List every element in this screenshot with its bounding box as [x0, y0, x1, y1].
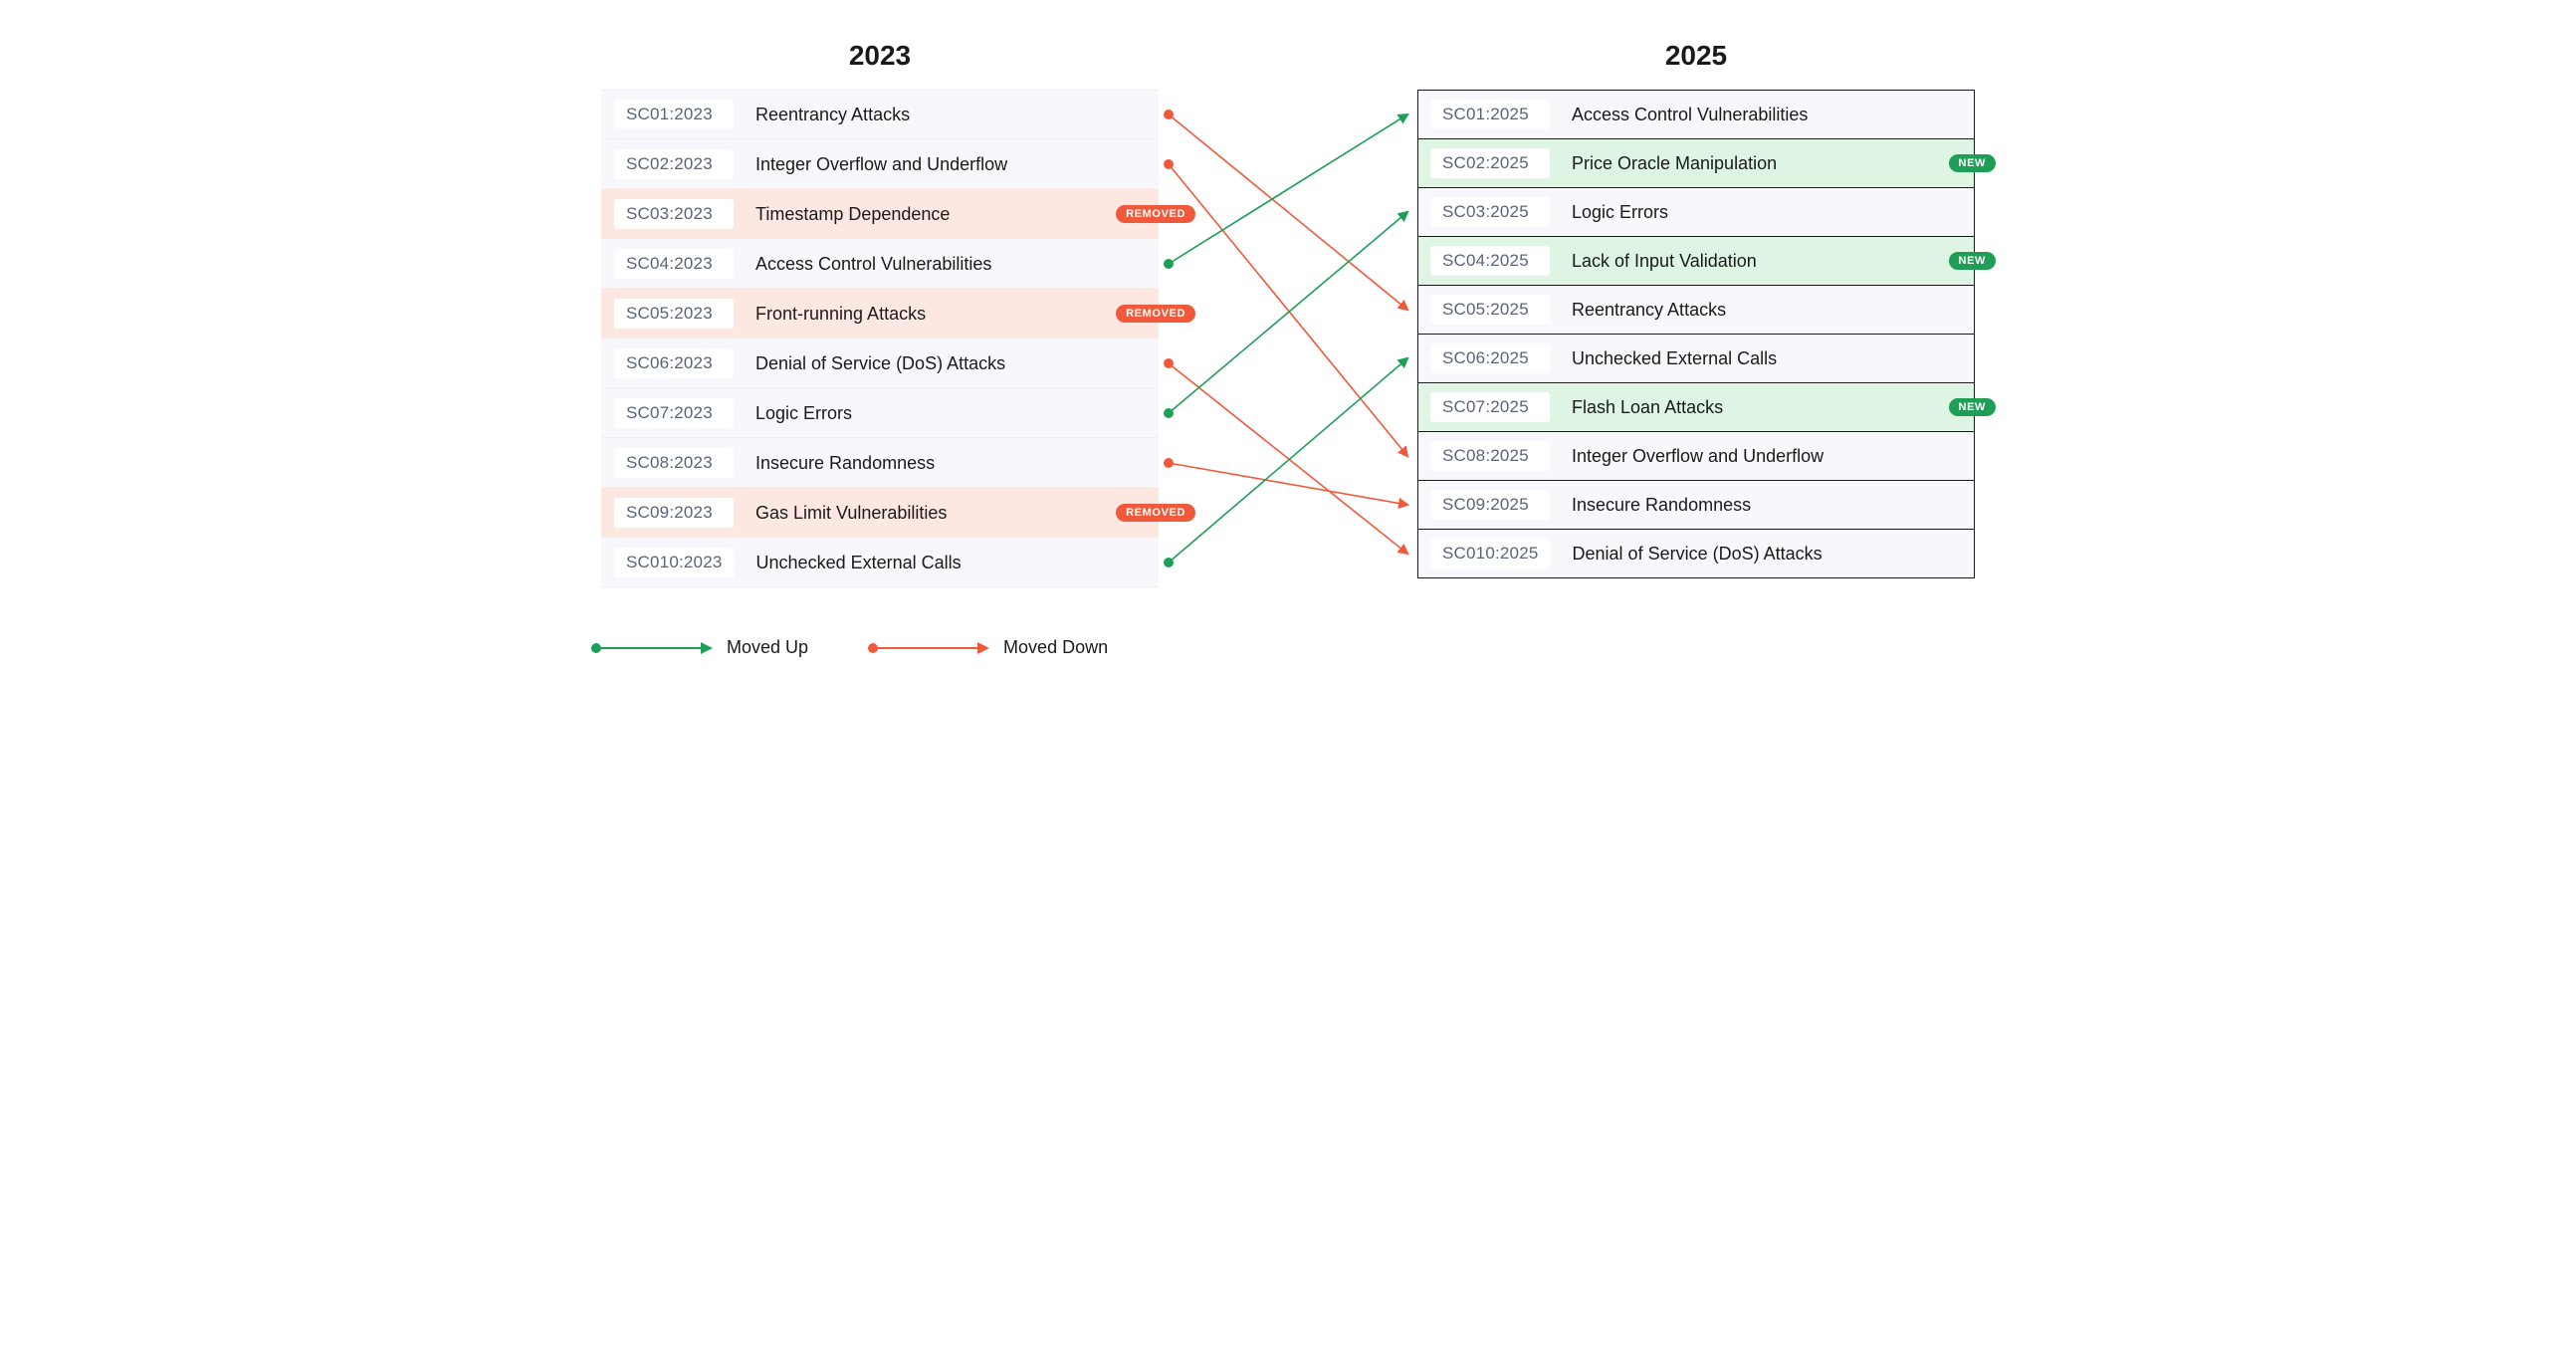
code-chip: SC010:2023 — [614, 548, 735, 577]
code-chip: SC01:2025 — [1430, 100, 1550, 129]
code-chip: SC07:2023 — [614, 398, 734, 428]
code-chip: SC04:2025 — [1430, 246, 1550, 276]
row-label: Insecure Randomness — [1572, 495, 1962, 516]
code-chip: SC07:2025 — [1430, 392, 1550, 422]
removed-badge: REMOVED — [1116, 504, 1195, 522]
legend-up-line — [591, 647, 711, 649]
code-chip: SC01:2023 — [614, 100, 734, 129]
left-row: SC03:2023Timestamp DependenceREMOVED — [601, 189, 1159, 239]
row-label: Timestamp Dependence — [755, 204, 1146, 225]
row-label: Reentrancy Attacks — [755, 105, 1146, 125]
code-chip: SC04:2023 — [614, 249, 734, 279]
row-label: Flash Loan Attacks — [1572, 397, 1962, 418]
left-row: SC08:2023 Insecure Randomness — [601, 438, 1159, 488]
left-row: SC02:2023 Integer Overflow and Underflow — [601, 139, 1159, 189]
row-label: Access Control Vulnerabilities — [1572, 105, 1962, 125]
row-label: Price Oracle Manipulation — [1572, 153, 1962, 174]
right-year-title: 2025 — [1417, 40, 1975, 72]
new-badge: NEW — [1949, 154, 1996, 172]
row-label: Unchecked External Calls — [756, 553, 1146, 573]
row-label: Access Control Vulnerabilities — [755, 254, 1146, 275]
row-label: Front-running Attacks — [755, 304, 1146, 325]
right-row: SC08:2025 Integer Overflow and Underflow — [1417, 431, 1975, 481]
code-chip: SC03:2023 — [614, 199, 734, 229]
row-label: Logic Errors — [755, 403, 1146, 424]
new-badge: NEW — [1949, 398, 1996, 416]
right-row: SC05:2025 Reentrancy Attacks — [1417, 285, 1975, 335]
left-year-title: 2023 — [601, 40, 1159, 72]
row-label: Reentrancy Attacks — [1572, 300, 1962, 321]
left-row: SC09:2023Gas Limit VulnerabilitiesREMOVE… — [601, 488, 1159, 538]
code-chip: SC03:2025 — [1430, 197, 1550, 227]
right-row: SC03:2025 Logic Errors — [1417, 187, 1975, 237]
code-chip: SC06:2023 — [614, 348, 734, 378]
code-chip: SC05:2023 — [614, 299, 734, 329]
legend-down-line — [868, 647, 987, 649]
row-label: Gas Limit Vulnerabilities — [755, 503, 1146, 524]
removed-badge: REMOVED — [1116, 205, 1195, 223]
legend-up-label: Moved Up — [727, 637, 808, 658]
right-row: SC01:2025 Access Control Vulnerabilities — [1417, 90, 1975, 139]
legend-down-label: Moved Down — [1003, 637, 1108, 658]
right-row: SC06:2025 Unchecked External Calls — [1417, 334, 1975, 383]
code-chip: SC06:2025 — [1430, 343, 1550, 373]
right-row: SC09:2025 Insecure Randomness — [1417, 480, 1975, 530]
left-row: SC05:2023Front-running AttacksREMOVED — [601, 289, 1159, 339]
comparison-diagram: 2023 SC01:2023 Reentrancy Attacks SC02:202… — [541, 40, 2035, 658]
left-row: SC010:2023 Unchecked External Calls — [601, 538, 1159, 587]
right-row: SC04:2025Lack of Input ValidationNEW — [1417, 236, 1975, 286]
row-label: Unchecked External Calls — [1572, 348, 1962, 369]
new-badge: NEW — [1949, 252, 1996, 270]
row-label: Insecure Randomness — [755, 453, 1146, 474]
code-chip: SC08:2025 — [1430, 441, 1550, 471]
left-row: SC01:2023 Reentrancy Attacks — [601, 90, 1159, 139]
row-label: Denial of Service (DoS) Attacks — [1573, 544, 1962, 565]
code-chip: SC08:2023 — [614, 448, 734, 478]
code-chip: SC05:2025 — [1430, 295, 1550, 325]
row-label: Logic Errors — [1572, 202, 1962, 223]
left-column: 2023 SC01:2023 Reentrancy Attacks SC02:202… — [601, 40, 1159, 587]
right-row: SC02:2025Price Oracle ManipulationNEW — [1417, 138, 1975, 188]
code-chip: SC02:2023 — [614, 149, 734, 179]
row-label: Integer Overflow and Underflow — [755, 154, 1146, 175]
code-chip: SC09:2023 — [614, 498, 734, 528]
left-row: SC04:2023 Access Control Vulnerabilities — [601, 239, 1159, 289]
right-list: SC01:2025Access Control VulnerabilitiesS… — [1417, 90, 1975, 578]
legend-down: Moved Down — [868, 637, 1108, 658]
code-chip: SC010:2025 — [1430, 539, 1551, 568]
row-label: Integer Overflow and Underflow — [1572, 446, 1962, 467]
right-row: SC07:2025Flash Loan AttacksNEW — [1417, 382, 1975, 432]
legend: Moved Up Moved Down — [591, 637, 2035, 658]
right-column: 2025 SC01:2025 Access Control Vulnerabili… — [1417, 40, 1975, 577]
legend-up: Moved Up — [591, 637, 808, 658]
columns-container: 2023 SC01:2023 Reentrancy Attacks SC02:202… — [541, 40, 2035, 587]
left-list: SC01:2023 Reentrancy Attacks SC02:2023 Inte… — [601, 90, 1159, 587]
code-chip: SC02:2025 — [1430, 148, 1550, 178]
removed-badge: REMOVED — [1116, 305, 1195, 323]
row-label: Denial of Service (DoS) Attacks — [755, 353, 1146, 374]
left-row: SC07:2023 Logic Errors — [601, 388, 1159, 438]
code-chip: SC09:2025 — [1430, 490, 1550, 520]
row-label: Lack of Input Validation — [1572, 251, 1962, 272]
right-row: SC010:2025 Denial of Service (DoS) Attack… — [1417, 529, 1975, 578]
left-row: SC06:2023 Denial of Service (DoS) Attacks — [601, 339, 1159, 388]
